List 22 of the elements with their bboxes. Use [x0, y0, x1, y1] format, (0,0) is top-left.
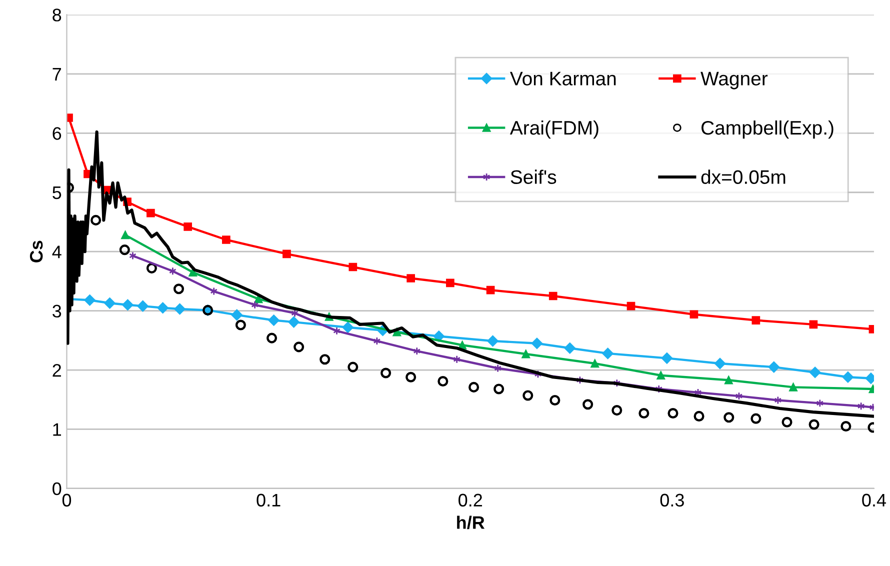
legend-label: Wagner	[700, 72, 768, 90]
y-tick-label: 8	[52, 8, 62, 22]
y-axis-title: Cs	[30, 240, 43, 262]
y-tick-label: 0	[52, 482, 62, 496]
y-tick-label: 6	[52, 127, 62, 140]
x-tick-label: 0	[62, 494, 72, 507]
legend-label: dx=0.05m	[701, 170, 786, 184]
x-tick-label: 0.3	[660, 494, 684, 507]
y-tick-label: 7	[52, 68, 61, 80]
x-tick-label: 0.2	[458, 494, 482, 507]
legend-label: Campbell(Exp.)	[702, 120, 834, 139]
y-tick-label: 2	[52, 364, 61, 377]
y-tick-label: 3	[52, 304, 62, 318]
legend-label: Von Karman	[510, 72, 616, 86]
y-tick-label: 4	[52, 246, 62, 258]
y-tick-label: 5	[52, 186, 62, 200]
x-tick-label: 0.1	[256, 494, 280, 507]
x-axis-title: h/R	[457, 516, 485, 530]
x-tick-label: 0.4	[862, 494, 886, 507]
y-tick-label: 1	[53, 423, 62, 436]
legend-label: Arai(FDM)	[510, 120, 598, 139]
legend-label: Seif's	[510, 170, 556, 184]
